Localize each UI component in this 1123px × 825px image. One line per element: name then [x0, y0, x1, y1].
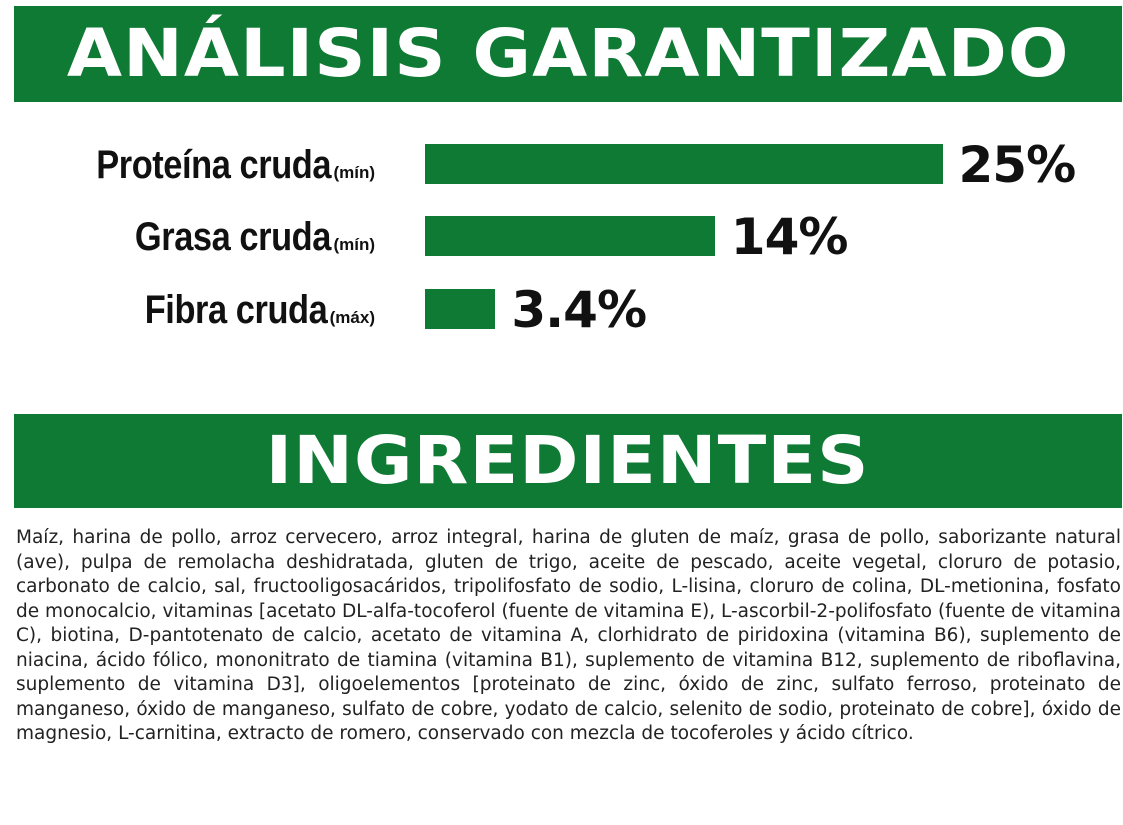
nutrient-qualifier: (mín) — [333, 235, 375, 254]
nutrient-bar — [425, 144, 943, 184]
nutrient-label: Fibra cruda (máx) — [115, 280, 375, 340]
nutrient-label: Proteína cruda (mín) — [58, 135, 375, 195]
ingredients-header: INGREDIENTES — [14, 414, 1122, 508]
nutrient-name: Fibra cruda — [145, 287, 328, 332]
ingredients-title: INGREDIENTES — [266, 422, 870, 499]
nutrient-name: Grasa cruda — [135, 214, 332, 259]
analysis-title: ANÁLISIS GARANTIZADO — [66, 15, 1070, 92]
nutrient-label: Grasa cruda (mín) — [103, 207, 375, 267]
analysis-row-fiber: Fibra cruda (máx) 3.4% — [0, 280, 1123, 340]
nutrient-qualifier: (máx) — [329, 308, 375, 327]
nutrient-name: Proteína cruda — [96, 142, 332, 187]
analysis-row-protein: Proteína cruda (mín) 25% — [0, 135, 1123, 195]
nutrient-value: 3.4% — [511, 281, 647, 339]
nutrient-bar — [425, 289, 496, 329]
nutrient-value: 14% — [730, 208, 849, 266]
nutrient-qualifier: (mín) — [333, 163, 375, 182]
analysis-row-fat: Grasa cruda (mín) 14% — [0, 207, 1123, 267]
nutrient-value: 25% — [958, 136, 1077, 194]
analysis-header: ANÁLISIS GARANTIZADO — [14, 6, 1122, 102]
ingredients-list: Maíz, harina de pollo, arroz cervecero, … — [16, 527, 1121, 744]
nutrient-bar — [425, 216, 715, 256]
